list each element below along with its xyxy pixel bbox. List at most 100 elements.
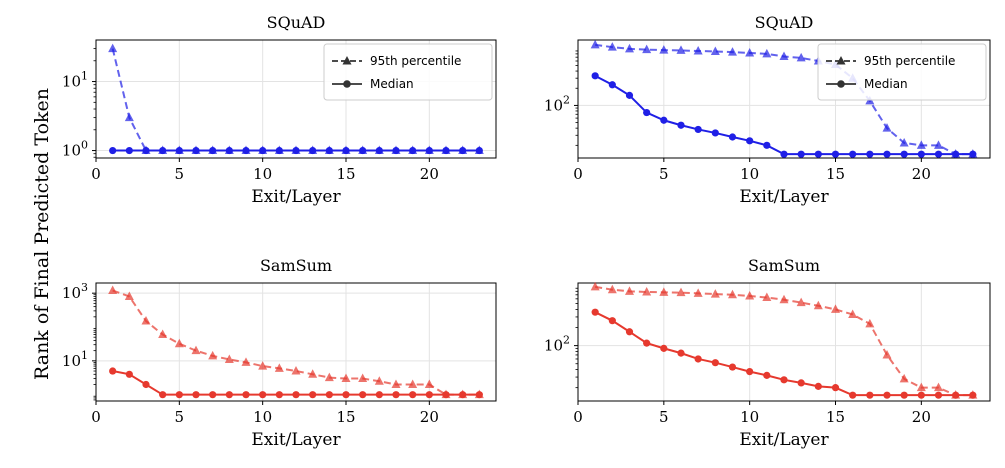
data-point-circle — [109, 367, 117, 375]
data-point-triangle — [258, 361, 268, 370]
data-point-circle — [359, 146, 367, 155]
data-point-circle — [392, 391, 400, 399]
chart-panel-4: SamSum 0 5 10 15 20 102 Exit/Layer — [544, 256, 991, 450]
legend-label: Median — [370, 77, 414, 91]
data-point-circle — [952, 391, 960, 399]
series-median — [109, 146, 483, 155]
legend-circle-marker — [837, 80, 845, 88]
data-point-circle — [309, 146, 317, 155]
data-point-circle — [763, 141, 771, 149]
data-point-circle — [711, 129, 719, 137]
legend-label: 95th percentile — [864, 54, 955, 68]
data-point-circle — [917, 150, 925, 158]
data-point-triangle — [762, 292, 772, 302]
data-point-triangle — [779, 51, 789, 60]
data-point-triangle — [762, 48, 772, 58]
data-point-circle — [917, 391, 925, 399]
y-tick-label: 101 — [62, 70, 88, 91]
data-point-circle — [442, 146, 450, 155]
shared-y-axis-label: Rank of Final Predicted Token — [31, 88, 53, 380]
data-point-triangle — [590, 281, 600, 291]
y-tick-label: 103 — [62, 281, 88, 302]
data-point-circle — [209, 391, 217, 399]
legend-item: Median — [826, 77, 908, 91]
data-point-triangle — [642, 286, 652, 296]
data-point-circle — [275, 391, 283, 399]
data-point-circle — [711, 359, 719, 367]
data-point-circle — [409, 391, 417, 399]
legend-box — [323, 43, 493, 101]
data-point-circle — [425, 146, 433, 155]
data-point-circle — [392, 146, 400, 155]
x-tick-label: 0 — [573, 408, 583, 426]
series-median — [591, 72, 977, 158]
data-point-circle — [475, 146, 483, 155]
data-point-circle — [746, 137, 754, 145]
data-point-triangle — [224, 354, 234, 363]
data-point-triangle — [124, 291, 134, 300]
data-point-circle — [292, 146, 300, 155]
data-point-triangle — [899, 137, 909, 147]
data-point-circle — [849, 391, 857, 399]
legend-box — [817, 43, 987, 101]
data-point-circle — [677, 349, 685, 357]
legend-item: Median — [332, 77, 414, 91]
data-point-triangle — [191, 345, 201, 355]
data-point-circle — [425, 391, 433, 399]
data-point-triangle — [693, 45, 703, 55]
data-point-circle — [325, 146, 333, 155]
series-p95 — [590, 281, 978, 399]
data-point-circle — [694, 125, 702, 134]
data-point-circle — [359, 391, 367, 399]
data-point-circle — [109, 146, 117, 155]
x-tick-label: 15 — [336, 408, 355, 426]
data-point-triangle — [308, 369, 318, 378]
data-point-circle — [475, 391, 483, 399]
data-point-triangle — [590, 39, 600, 49]
y-tick-label: 100 — [62, 139, 88, 160]
data-point-circle — [694, 355, 702, 363]
data-point-circle — [292, 391, 300, 399]
data-point-triangle — [408, 379, 418, 388]
data-point-circle — [275, 146, 283, 155]
legend-triangle-marker — [836, 56, 846, 65]
x-tick-label: 5 — [659, 408, 669, 426]
data-point-triangle — [158, 329, 168, 339]
data-point-triangle — [625, 43, 634, 53]
x-tick-label: 0 — [91, 408, 101, 426]
data-point-triangle — [108, 43, 118, 53]
data-point-triangle — [899, 373, 909, 383]
data-point-circle — [375, 146, 383, 155]
data-point-triangle — [779, 294, 789, 304]
data-point-triangle — [831, 304, 840, 313]
legend-label: Median — [864, 77, 908, 91]
x-tick-label: 0 — [91, 165, 101, 183]
data-point-circle — [342, 146, 350, 155]
data-point-triangle — [625, 286, 634, 295]
data-point-triangle — [916, 140, 926, 149]
data-point-circle — [591, 72, 599, 80]
data-point-circle — [900, 391, 908, 399]
data-point-triangle — [676, 287, 686, 297]
data-point-circle — [459, 391, 467, 399]
data-point-circle — [866, 391, 874, 399]
data-point-circle — [883, 391, 891, 399]
data-point-circle — [409, 146, 417, 155]
data-point-triangle — [882, 349, 892, 359]
data-point-circle — [797, 150, 805, 158]
data-point-triangle — [882, 123, 892, 132]
data-point-triangle — [274, 363, 284, 372]
data-point-circle — [763, 371, 771, 379]
x-tick-label: 5 — [175, 165, 185, 183]
plot-frame — [577, 39, 991, 159]
y-tick-label: 102 — [544, 334, 570, 355]
data-point-triangle — [796, 52, 806, 62]
data-point-circle — [831, 384, 840, 392]
legend-triangle-marker — [342, 56, 352, 65]
data-point-triangle — [659, 287, 669, 296]
data-point-circle — [814, 382, 822, 390]
legend-circle-marker — [343, 80, 351, 88]
data-point-triangle — [745, 290, 755, 300]
y-tick-label: 102 — [544, 93, 570, 114]
